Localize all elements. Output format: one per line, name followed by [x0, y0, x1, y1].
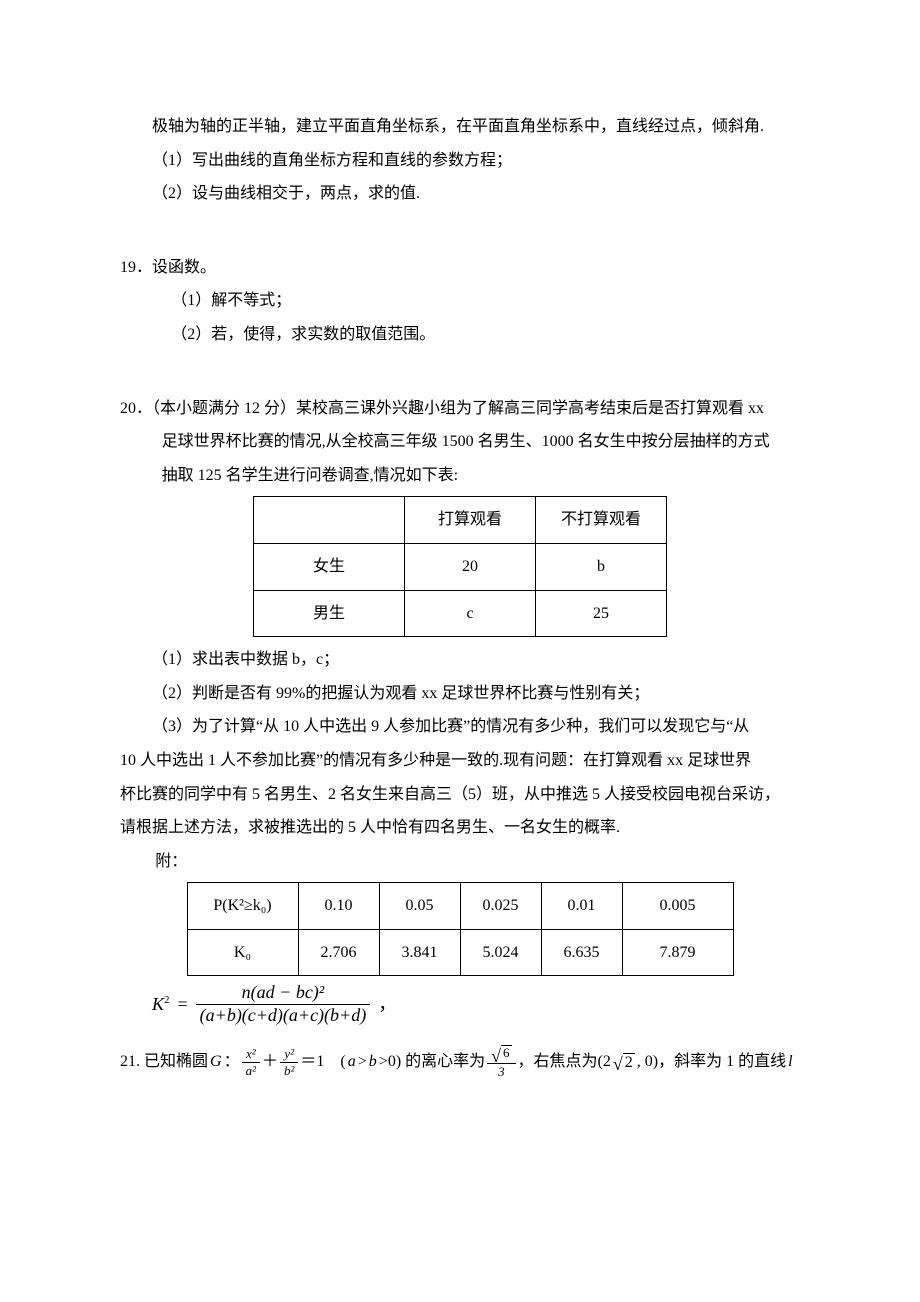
- q20-table1: 打算观看 不打算观看 女生 20 b 男生 c 25: [253, 496, 667, 637]
- t1-r0c1: 20: [405, 543, 536, 590]
- q21-colon: ：: [224, 1049, 240, 1075]
- intro-line-3: （2）设与曲线相交于，两点，求的值.: [120, 177, 800, 211]
- q20-head-text: （本小题满分 12 分）某校高三课外兴趣小组为了解高三同学高考结束后是否打算观看…: [152, 400, 764, 417]
- q19: 19．设函数。 （1）解不等式； （2）若，使得，求实数的取值范围。: [120, 251, 800, 352]
- q21-eq1: ＝1 (: [300, 1049, 345, 1075]
- table-row: P(K²≥k₀) 0.10 0.05 0.025 0.01 0.005: [187, 883, 733, 930]
- formula-eq: =: [178, 986, 188, 1024]
- q21-sqrt2: √2: [613, 1053, 635, 1072]
- t1-h0: [254, 497, 405, 544]
- q20: 20．（本小题满分 12 分）某校高三课外兴趣小组为了解高三同学高考结束后是否打…: [120, 392, 800, 1027]
- q21-a: a: [348, 1049, 356, 1075]
- t2-r0c2: 0.05: [379, 883, 460, 930]
- k-squared-formula: K2 = n(ad − bc)² (a+b)(c+d)(a+c)(b+d) ，: [152, 982, 800, 1026]
- t2-r1c3: 5.024: [460, 929, 541, 976]
- q21-b: b: [369, 1049, 377, 1075]
- q21-frac2: y²b²: [280, 1046, 298, 1078]
- t1-r1c0: 男生: [254, 590, 405, 637]
- q20-number: 20．: [120, 400, 152, 417]
- formula-denominator: (a+b)(c+d)(a+c)(b+d): [196, 1005, 371, 1027]
- q21-frac1: x²a²: [242, 1046, 260, 1078]
- q19-sub2: （2）若，使得，求实数的取值范围。: [120, 318, 800, 352]
- q19-head: 19．设函数。: [120, 251, 800, 285]
- t2-r0c5: 0.005: [622, 883, 733, 930]
- formula-tail: ，: [378, 986, 396, 1024]
- q19-sub1: （1）解不等式；: [120, 284, 800, 318]
- table-row: 女生 20 b: [254, 543, 667, 590]
- table-row: K₀ 2.706 3.841 5.024 6.635 7.879: [187, 929, 733, 976]
- t1-r1c1: c: [405, 590, 536, 637]
- q21-l: l: [788, 1049, 792, 1075]
- formula-fraction: n(ad − bc)² (a+b)(c+d)(a+c)(b+d): [196, 982, 371, 1026]
- table-row: 打算观看 不打算观看: [254, 497, 667, 544]
- t2-r1c5: 7.879: [622, 929, 733, 976]
- table-row: 男生 c 25: [254, 590, 667, 637]
- t1-h2: 不打算观看: [536, 497, 667, 544]
- t1-r1c2: 25: [536, 590, 667, 637]
- q20-body-l3: 抽取 125 名学生进行问卷调查,情况如下表:: [162, 459, 800, 493]
- intro-line-1: 极轴为轴的正半轴，建立平面直角坐标系，在平面直角坐标系中，直线经过点，倾斜角.: [120, 110, 800, 144]
- t2-r0c0: P(K²≥k₀): [187, 883, 298, 930]
- q21-gt0: >0) 的离心率为: [379, 1049, 485, 1075]
- q21-G: G: [210, 1049, 222, 1075]
- q21-ecc: √6 3: [487, 1045, 515, 1080]
- q20-p2: （2）判断是否有 99%的把握认为观看 xx 足球世界杯比赛与性别有关；: [120, 677, 800, 711]
- intro-line-2: （1）写出曲线的直角坐标方程和直线的参数方程；: [120, 144, 800, 178]
- q21: 21. 已知椭圆 G ： x²a² ＋ y²b² ＝1 ( a > b >0) …: [120, 1045, 800, 1080]
- formula-numerator: n(ad − bc)²: [238, 982, 329, 1004]
- q20-head: 20．（本小题满分 12 分）某校高三课外兴趣小组为了解高三同学高考结束后是否打…: [120, 392, 800, 426]
- t2-r0c1: 0.10: [298, 883, 379, 930]
- q21-mid: ，右焦点为(2: [518, 1049, 611, 1075]
- t1-h1: 打算观看: [405, 497, 536, 544]
- t2-r1c1: 2.706: [298, 929, 379, 976]
- q20-p3a: （3）为了计算“从 10 人中选出 9 人参加比赛”的情况有多少种，我们可以发现…: [120, 710, 800, 744]
- q21-gt1: >: [358, 1049, 367, 1075]
- q21-plus: ＋: [262, 1049, 278, 1075]
- q20-p1: （1）求出表中数据 b，c；: [120, 643, 800, 677]
- q20-p3c: 杯比赛的同学中有 5 名男生、2 名女生来自高三（5）班，从中推选 5 人接受校…: [120, 778, 800, 812]
- q20-p3d: 请根据上述方法，求被推选出的 5 人中恰有四名男生、一名女生的概率.: [120, 811, 800, 845]
- q21-pre: 21. 已知椭圆: [120, 1049, 208, 1075]
- q20-appendix-label: 附：: [120, 845, 800, 879]
- t2-r0c3: 0.025: [460, 883, 541, 930]
- formula-lhs: K2: [152, 986, 170, 1024]
- t2-r1c0: K₀: [187, 929, 298, 976]
- t2-r1c4: 6.635: [541, 929, 622, 976]
- t1-r0c0: 女生: [254, 543, 405, 590]
- q20-body-l2: 足球世界杯比赛的情况,从全校高三年级 1500 名男生、1000 名女生中按分层…: [162, 425, 800, 459]
- q20-table2: P(K²≥k₀) 0.10 0.05 0.025 0.01 0.005 K₀ 2…: [187, 882, 734, 976]
- t2-r1c2: 3.841: [379, 929, 460, 976]
- q21-after-focus: , 0)，斜率为 1 的直线: [637, 1049, 786, 1075]
- t1-r0c2: b: [536, 543, 667, 590]
- t2-r0c4: 0.01: [541, 883, 622, 930]
- q20-p3b: 10 人中选出 1 人不参加比赛”的情况有多少种是一致的.现有问题：在打算观看 …: [120, 744, 800, 778]
